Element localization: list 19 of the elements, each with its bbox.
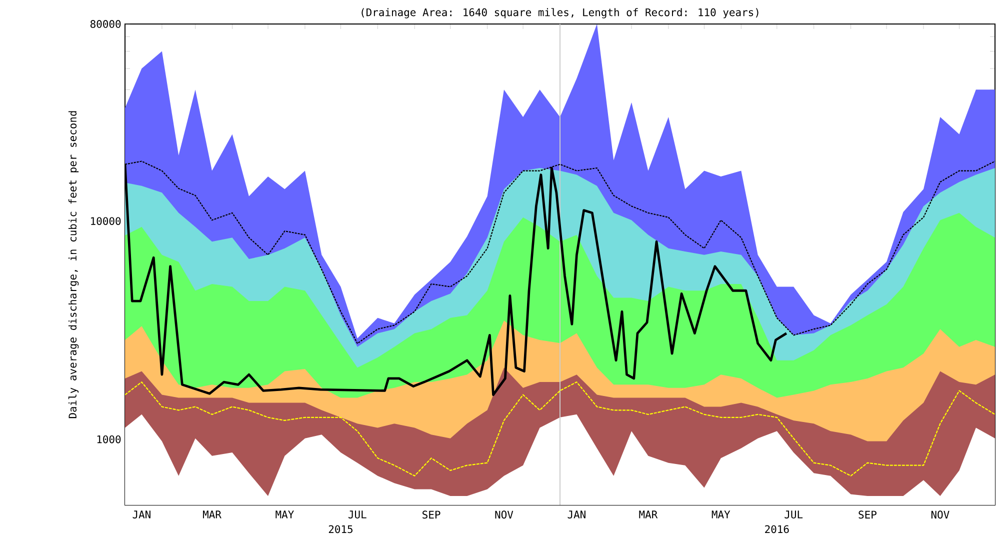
- x-tick-label: JAN: [568, 510, 586, 518]
- x-tick-label: MAY: [276, 510, 294, 518]
- x-tick-label: MAR: [639, 510, 658, 518]
- x-tick-label: MAR: [202, 510, 222, 518]
- x-tick-label: MAY: [712, 510, 730, 518]
- x-tick-label: SEP: [858, 510, 876, 519]
- x-tick-label: JAN: [132, 510, 150, 518]
- chart-title: (Drainage Area: 1640 square miles, Length of Record: 110 years): [362, 8, 758, 18]
- x2-tick-label: 2015: [328, 525, 352, 534]
- y-axis-title: Daily average discharge, in cubic feet per second: [68, 111, 79, 418]
- x2-tick-label: 2016: [765, 525, 789, 534]
- y-tick-label: 10000: [91, 217, 121, 226]
- x-tick-label: JUL: [348, 510, 366, 518]
- y-tick-label: 80000: [90, 20, 121, 28]
- x-tick-label: JUL: [784, 510, 803, 518]
- y-tick-label: 1000: [97, 435, 121, 444]
- x-tick-label: SEP: [422, 510, 440, 519]
- x-tick-label: NOV: [931, 510, 950, 519]
- x-tick-label: NOV: [495, 510, 514, 519]
